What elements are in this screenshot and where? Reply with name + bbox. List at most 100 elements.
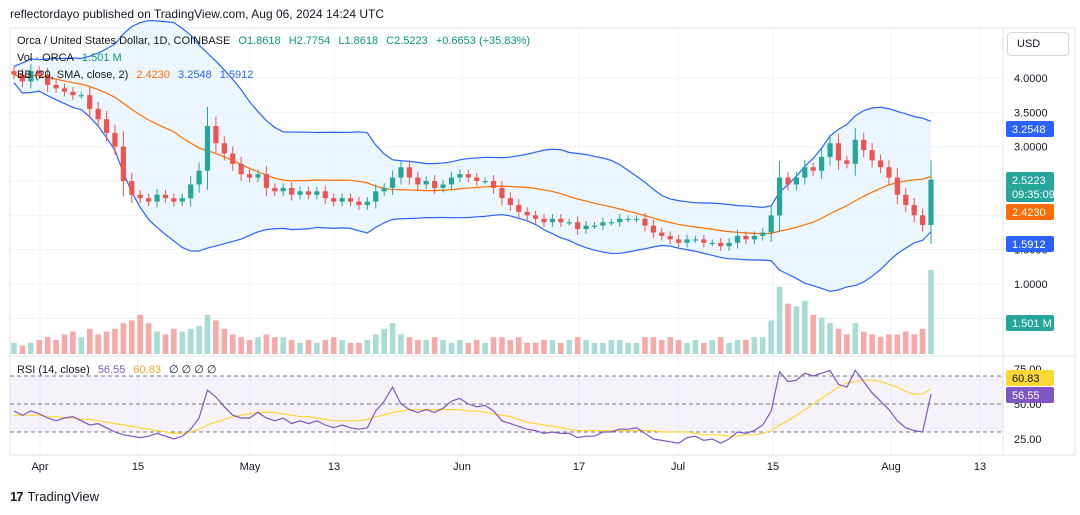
candle-body <box>625 218 631 220</box>
rsi-legend: RSI (14, close) 56.55 60.83 ∅ ∅ ∅ ∅ <box>17 363 222 376</box>
candle-body <box>221 143 227 154</box>
volume-bar <box>415 340 421 354</box>
candle <box>87 86 93 118</box>
candle-body <box>171 198 177 202</box>
volume-tag-text: 1.501 M <box>1012 318 1052 330</box>
candle-body <box>827 143 833 157</box>
volume-bar <box>78 337 85 354</box>
candle <box>204 107 211 190</box>
volume-bar <box>785 303 791 354</box>
candle <box>423 176 429 190</box>
candle-body <box>802 167 808 178</box>
rsi-label[interactable]: RSI (14, close) <box>17 364 90 376</box>
candle-body <box>692 239 699 241</box>
volume-label[interactable]: Vol · ORCA <box>17 52 74 64</box>
candle <box>625 215 631 223</box>
volume-bar <box>793 306 800 354</box>
candle-body <box>726 242 732 247</box>
candle <box>213 116 219 153</box>
volume-bar <box>448 342 455 354</box>
candle-body <box>877 160 884 168</box>
candle <box>415 171 421 191</box>
candle <box>373 184 379 209</box>
candle <box>381 183 387 196</box>
candle-body <box>474 177 480 181</box>
candle-body <box>297 191 303 195</box>
candle <box>95 101 101 127</box>
volume-bar <box>431 337 438 354</box>
candle <box>650 219 656 239</box>
candle-body <box>196 170 202 185</box>
tradingview-logo-icon: 17 <box>10 489 24 504</box>
upper-band-tag: 3.2548 <box>1006 121 1054 137</box>
candle <box>819 148 825 179</box>
candle-body <box>213 126 219 144</box>
volume-bar <box>398 334 404 354</box>
candle-body <box>457 174 463 178</box>
candle-body <box>743 235 749 240</box>
candle <box>347 193 354 207</box>
volume-bar <box>734 340 741 354</box>
last-price-tag-text: 2.5223 <box>1012 175 1046 187</box>
last-price-tag: 2.5223 09:35:09 <box>1006 172 1055 202</box>
volume-bar <box>347 342 354 354</box>
volume-bar <box>835 328 842 354</box>
volume-bar <box>86 328 93 354</box>
ohlc-open: O1.8618 <box>238 35 281 47</box>
candle <box>11 66 17 80</box>
candle-body <box>103 119 110 133</box>
volume-bar <box>675 340 682 354</box>
candle <box>230 146 236 171</box>
candle-body <box>53 84 59 89</box>
candle-body <box>701 239 707 243</box>
candle-body <box>289 187 295 195</box>
volume-bar <box>759 337 766 354</box>
volume-bar <box>36 340 43 354</box>
volume-bar <box>381 328 387 354</box>
candle-body <box>684 239 690 243</box>
candle <box>171 193 177 207</box>
candle <box>103 110 110 142</box>
bb-lower-value: 1.5912 <box>219 69 254 81</box>
currency-button[interactable]: USD <box>1007 32 1069 56</box>
candle <box>289 182 295 201</box>
candle <box>793 171 799 191</box>
volume-bar <box>246 340 253 354</box>
candle <box>364 196 370 210</box>
candle <box>389 170 396 195</box>
candle <box>272 183 278 196</box>
time-tick-label: 13 <box>328 461 340 473</box>
candle-body <box>718 242 724 247</box>
rsi-tag-bg <box>1006 387 1054 403</box>
candle-body <box>667 235 673 240</box>
volume-bar <box>271 337 278 354</box>
price-tick-label: 3.0000 <box>1014 142 1048 154</box>
bb-label[interactable]: BB (20, SMA, close, 2) <box>17 69 129 81</box>
candle-body <box>583 225 589 230</box>
candle-body <box>642 218 648 226</box>
volume-bar <box>886 334 892 354</box>
candle-body <box>776 177 783 216</box>
candle-body <box>785 177 791 185</box>
candle-body <box>61 88 68 92</box>
volume-bar <box>894 334 901 354</box>
candle <box>667 231 673 245</box>
candle-body <box>45 74 51 85</box>
volume-bar <box>802 300 808 354</box>
symbol-name[interactable]: Orca / United States Dollar, 1D, COINBAS… <box>17 35 231 47</box>
candle <box>566 218 572 226</box>
candle <box>575 216 581 235</box>
volume-bar <box>288 340 295 354</box>
volume-bar <box>19 345 26 354</box>
volume-bar <box>28 342 34 354</box>
publish-header: reflectordayo published on TradingView.c… <box>10 7 385 21</box>
candle <box>617 214 623 227</box>
volume-bar <box>255 337 261 354</box>
candle <box>196 162 202 193</box>
candle <box>903 187 909 213</box>
basis-tag-bg <box>1006 204 1054 220</box>
candle-body <box>146 198 152 202</box>
rsi-ma-tag-text: 60.83 <box>1012 373 1040 385</box>
volume-bar <box>171 328 177 354</box>
